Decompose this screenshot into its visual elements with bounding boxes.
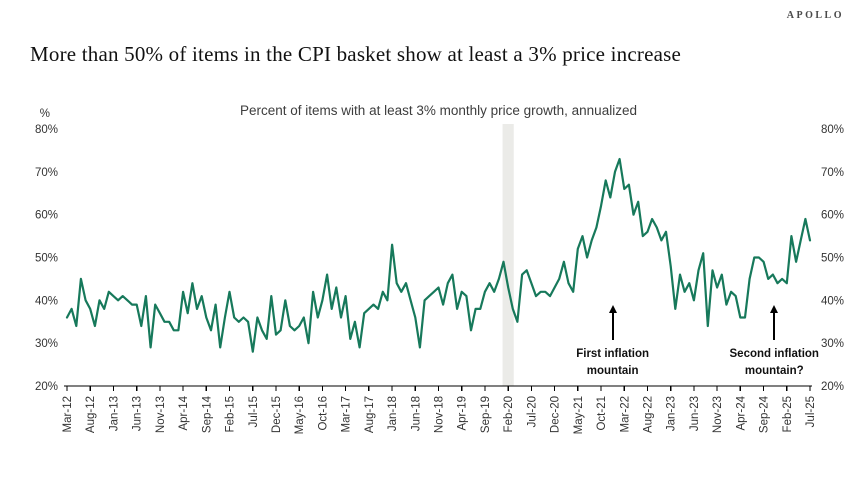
y-axis-label-right: 60%: [821, 210, 844, 222]
x-axis-label: Feb-15: [225, 396, 237, 432]
y-axis-label-right: 40%: [821, 295, 844, 307]
x-axis-label: Feb-20: [503, 396, 515, 432]
y-axis-label-right: 70%: [821, 167, 844, 179]
y-axis-unit: %: [40, 108, 50, 120]
x-axis-label: Jan-23: [666, 396, 678, 431]
y-axis-label-right: 20%: [821, 381, 844, 393]
x-axis-label: Aug-12: [85, 396, 97, 433]
y-axis-label-left: 20%: [35, 381, 58, 393]
line-chart: 80% 80% 70% 70% 60% 60% 50% 50% 40% 40% 30% 30% 20% 2…: [35, 108, 844, 434]
x-axis-label: Sep-14: [201, 395, 213, 433]
x-axis-label: Jul-20: [526, 396, 538, 427]
x-axis-label: Nov-23: [712, 396, 724, 433]
chart-area: 80% 80% 70% 70% 60% 60% 50% 50% 40% 40% 30% 30% 20% 2…: [0, 95, 866, 487]
x-axis-label: Jun-23: [689, 396, 701, 431]
x-axis-label: Oct-21: [596, 396, 608, 431]
x-axis-label: Jun-13: [132, 396, 144, 431]
x-axis-label: Nov-13: [155, 396, 167, 433]
x-axis-label: Oct-16: [317, 396, 329, 431]
up-arrow-icon: [608, 305, 618, 340]
y-axis-label-left: 50%: [35, 253, 58, 265]
annotation-label: First inflation mountain: [576, 348, 650, 378]
x-axis-label: Dec-20: [550, 396, 562, 433]
x-axis-label: Jan-18: [387, 396, 399, 431]
annotation-label: Second inflation mountain?: [729, 348, 819, 378]
x-axis-label: Jan-13: [108, 396, 120, 431]
page-title: More than 50% of items in the CPI basket…: [30, 42, 682, 67]
y-axis-label-left: 30%: [35, 338, 58, 350]
x-axis-label: Apr-14: [178, 395, 190, 430]
chart-subtitle: Percent of items with at least 3% monthl…: [240, 103, 637, 118]
y-axis-label-right: 30%: [821, 338, 844, 350]
x-axis-label: Apr-24: [735, 395, 747, 430]
x-axis-label: Nov-18: [434, 396, 446, 433]
x-axis-label: Apr-19: [457, 396, 469, 431]
x-axis-label: May-16: [294, 396, 306, 434]
x-axis-label: Mar-12: [62, 396, 74, 432]
x-axis-label: Mar-22: [619, 396, 631, 432]
y-axis-label-left: 70%: [35, 167, 58, 179]
data-line: [65, 157, 812, 353]
annotation-second-inflation-mountain: Second inflation mountain?: [704, 305, 844, 381]
x-axis-label: May-21: [573, 396, 585, 434]
y-axis-label-right: 80%: [821, 124, 844, 136]
x-axis-label: Jun-18: [410, 396, 422, 431]
y-axis-label-left: 60%: [35, 210, 58, 222]
up-arrow-icon: [769, 305, 779, 340]
x-axis-label: Jul-15: [248, 396, 260, 427]
x-axis-label: Aug-22: [642, 396, 654, 433]
x-axis-label: Mar-17: [341, 396, 353, 432]
recession-band: [502, 124, 514, 386]
apollo-logo: APOLLO: [786, 10, 844, 21]
x-axis-label: Dec-15: [271, 396, 283, 433]
x-axis-label: Sep-24: [759, 395, 771, 433]
x-axis-label: Feb-25: [782, 396, 794, 432]
x-axis-label: Aug-17: [364, 396, 376, 433]
x-axis-label: Jul-25: [805, 396, 817, 427]
annotation-first-inflation-mountain: First inflation mountain: [543, 305, 683, 381]
y-axis-label-left: 80%: [35, 124, 58, 136]
x-axis-label: Sep-19: [480, 396, 492, 433]
y-axis-label-left: 40%: [35, 295, 58, 307]
y-axis-label-right: 50%: [821, 253, 844, 265]
